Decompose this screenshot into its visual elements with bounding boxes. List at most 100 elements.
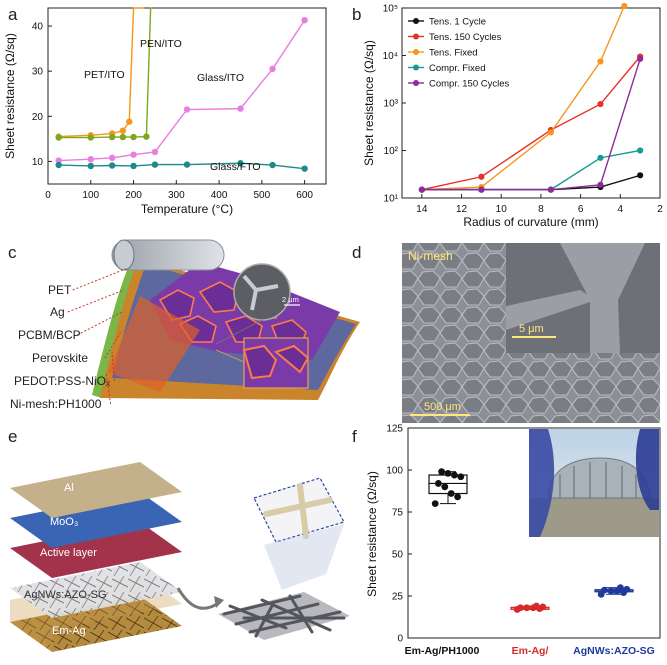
panel-c: c 2 μm PET Ag PCBM/BCP Perovskite PEDOT:PSS-…	[8, 239, 360, 411]
point-agnws-azo-sg	[601, 586, 608, 594]
roll-end	[113, 239, 135, 271]
point-glass-fto	[269, 161, 276, 169]
point-glass-fto	[237, 160, 244, 167]
point-pen-ito	[108, 133, 116, 141]
x-tick-label-b: 2	[657, 204, 663, 215]
point-glass-ito	[237, 105, 244, 112]
y-tick-label-f: 25	[392, 592, 404, 603]
point-em-ag	[533, 602, 540, 610]
axis-b: 14 12 10 8 6 4 2 10¹ 10² 10³ 10⁴ 10⁵	[383, 4, 664, 216]
x-tick-label-b: 8	[538, 204, 544, 215]
sem-inset-circle	[233, 263, 291, 321]
legend-label-tens-1-cycle: Tens. 1 Cycle	[429, 17, 486, 28]
point-agnws-azo-sg	[617, 584, 624, 591]
panel-f: f 0 25 50 75 100 125 Em-Ag/PH1000 Em-Ag/AgNWs:…	[352, 424, 661, 657]
line-pet-ito	[58, 7, 145, 138]
y-tick-label-a: 30	[32, 67, 44, 78]
y-tick-label-b: 10²	[384, 146, 399, 157]
scale-label-c: 2 μm	[282, 295, 299, 304]
point-glass-fto	[183, 161, 191, 168]
legend-label-tens-150-cycles: Tens. 150 Cycles	[429, 32, 502, 43]
arrow-curve	[176, 587, 221, 610]
y-axis-label-b: Sheet resistance (Ω/sq)	[362, 40, 376, 166]
panel-e: e Al MoO₃ Active layer AgNWs:AZO-SG Em-A…	[8, 427, 350, 652]
nanowire-strands	[222, 594, 346, 638]
layer-label-pcbm-bcp: PCBM/BCP	[18, 328, 81, 342]
layer-label-agnws: AgNWs:AZO-SG	[24, 589, 107, 601]
leader-line	[76, 311, 123, 336]
x-tick-label-b: 12	[456, 204, 468, 215]
label-glass-ito: Glass/ITO	[197, 72, 244, 84]
y-tick-label-b: 10⁴	[383, 51, 398, 62]
point-glass-ito	[87, 155, 94, 163]
y-tick-label-b: 10⁵	[383, 4, 398, 15]
sem-inset-wire	[242, 274, 279, 311]
layer-label-al: Al	[64, 482, 74, 494]
y-tick-label-a: 40	[32, 22, 44, 33]
point-tens-150-cycles	[597, 100, 604, 108]
point-glass-ito	[269, 65, 276, 73]
point-tens-1-cycle	[637, 172, 644, 179]
legend-marker-compr-fixed	[413, 64, 419, 71]
series-f: Em-Ag/PH1000 Em-Ag/AgNWs:AZO-SG	[405, 468, 655, 657]
series-a	[55, 7, 308, 172]
legend-marker-tens-150-cycles	[413, 33, 419, 40]
label-pen-ito: PEN/ITO	[140, 38, 182, 50]
point-glass-fto	[130, 162, 137, 170]
leader-line	[104, 329, 123, 359]
arrow-head	[214, 596, 224, 608]
x-tick-label-a: 300	[168, 190, 185, 201]
panel-letter-f: f	[352, 427, 357, 446]
point-em-ag-ph1000	[435, 480, 442, 487]
x-tick-label-a: 200	[125, 190, 142, 201]
roll-cylinder	[111, 239, 225, 271]
legend-label-compr-150-cycles: Compr. 150 Cycles	[429, 79, 510, 90]
x-tick-label-a: 600	[296, 190, 313, 201]
point-em-ag-ph1000	[444, 469, 452, 477]
photo-glove-right	[635, 429, 659, 510]
photo-glove-left	[529, 429, 555, 537]
point-pet-ito	[119, 127, 127, 134]
point-pet-ito	[126, 118, 133, 125]
point-em-ag-ph1000	[447, 490, 455, 497]
legend-marker-tens-fixed	[413, 49, 419, 55]
y-axis-label-a: Sheet resistance (Ω/sq)	[3, 33, 17, 159]
legend-label-tens-fixed: Tens. Fixed	[429, 48, 478, 59]
point-glass-fto	[108, 162, 116, 169]
point-em-ag-ph1000	[457, 473, 465, 481]
layer-label-perovskite: Perovskite	[32, 351, 88, 365]
point-tens-150-cycles	[478, 173, 485, 180]
layer-label-moo3: MoO₃	[50, 516, 78, 528]
layer-label-pet: PET	[48, 283, 72, 297]
point-glass-ito	[151, 148, 159, 156]
axis-a: 0 100 200 300 400 500 600 10 20 30 40	[32, 22, 314, 201]
point-em-ag-ph1000	[454, 493, 461, 501]
y-axis-label-f: Sheet resistance (Ω/sq)	[365, 471, 379, 597]
layer-label-ag: Ag	[50, 305, 65, 319]
point-em-ag-ph1000	[431, 500, 439, 507]
x-axis-label-a: Temperature (°C)	[141, 202, 233, 216]
sem-inset-junction	[560, 243, 645, 353]
x-tick-label-b: 10	[496, 204, 508, 215]
point-em-ag-ph1000	[441, 483, 449, 491]
point-agnws-azo-sg	[607, 587, 615, 595]
point-tens-fixed	[597, 58, 604, 65]
line-tens-150-cycles	[421, 56, 641, 191]
y-tick-label-a: 10	[32, 157, 44, 168]
x-tick-label-a: 400	[211, 190, 228, 201]
y-tick-label-f: 125	[386, 424, 403, 435]
y-tick-label-f: 75	[392, 508, 404, 519]
photo-ground	[529, 498, 659, 537]
legend-label-compr-fixed: Compr. Fixed	[429, 63, 486, 74]
zoom-line-2	[215, 349, 245, 363]
scale-label-large: 500 μm	[424, 401, 461, 413]
x-tick-label-b: 6	[578, 204, 584, 215]
point-compr-fixed	[637, 147, 644, 154]
line-compr-fixed	[421, 149, 641, 191]
zoom-line-1	[215, 319, 263, 345]
point-compr-150-cycles	[478, 186, 485, 193]
panel-a: a 0 100 200 300 400 500 600 10 20 30 40 Temperatur…	[3, 5, 327, 216]
mesh-zoom-cells	[242, 344, 310, 380]
plot-frame-a	[47, 7, 327, 185]
